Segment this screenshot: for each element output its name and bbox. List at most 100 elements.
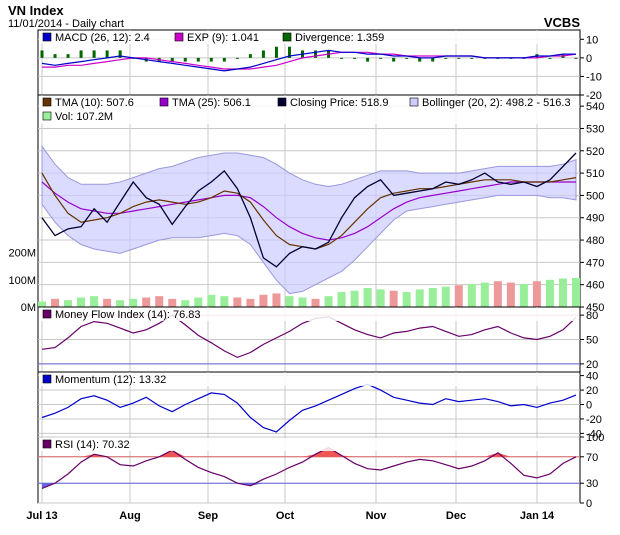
- macd-hist-bar: [353, 57, 357, 59]
- rsi-y-axis: 100 70 30 0: [580, 432, 604, 510]
- volume-bar: [116, 300, 125, 307]
- rsi-legend-swatch-0: [42, 439, 52, 449]
- price-tick-label-3: 510: [586, 168, 604, 180]
- price-tick-label-2: 520: [586, 146, 604, 158]
- x-month-label-4: Nov: [366, 510, 388, 522]
- rsi-legend-label-0: RSI (14): 70.32: [55, 439, 130, 451]
- volume-bar: [441, 286, 450, 307]
- rsi-legend-item-0: RSI (14): 70.32: [42, 439, 130, 451]
- macd-hist-bar: [105, 50, 109, 58]
- macd-hist-bar: [92, 50, 96, 58]
- volume-bar: [51, 298, 60, 307]
- volume-bar: [298, 297, 307, 307]
- x-month-label-6: Jan 14: [520, 510, 555, 522]
- macd-hist-bar: [209, 57, 213, 62]
- macd-hist-bar: [196, 57, 200, 62]
- macd-hist-bar: [40, 50, 44, 58]
- price-tick-label-1: 530: [586, 123, 604, 135]
- volume-y-axis: 200M 100M 0M: [8, 248, 36, 314]
- volume-bar: [181, 300, 190, 307]
- macd-hist-bar: [79, 50, 83, 58]
- price-tick-label-8: 460: [586, 280, 604, 292]
- price-legend-item-1: TMA (25): 506.1: [159, 97, 251, 109]
- price-legend-label-0: TMA (10): 507.6: [55, 97, 134, 109]
- volume-bar: [350, 290, 359, 307]
- price-tick-label-9: 450: [586, 302, 604, 314]
- mfi-legend-bg: [39, 308, 579, 321]
- volume-bar: [246, 298, 255, 307]
- volume-bar: [103, 298, 112, 307]
- price-legend-label-3: Bollinger (20, 2): 498.2 - 516.3: [422, 97, 571, 109]
- volume-bars: [38, 277, 580, 307]
- price-legend-swatch-0: [42, 97, 52, 107]
- macd-tick-label-3: -20: [586, 90, 602, 102]
- macd-tick-label-1: 0: [586, 53, 592, 65]
- volume-bar: [415, 289, 424, 307]
- macd-hist-bar: [235, 57, 239, 59]
- volume-bar: [402, 292, 411, 307]
- macd-legend-swatch-1: [174, 32, 184, 42]
- chart-brand: VCBS: [544, 15, 580, 30]
- price-legend-label-2: Closing Price: 518.9: [290, 97, 388, 109]
- price-panel: TMA (10): 507.6 TMA (25): 506.1 Closing …: [8, 94, 604, 314]
- volume-bar: [545, 279, 554, 307]
- volume-bar: [155, 296, 164, 307]
- volume-bar: [389, 290, 398, 307]
- volume-bar: [572, 277, 580, 307]
- chart-subtitle: 11/01/2014 - Daily chart: [8, 18, 124, 30]
- price-tick-label-5: 490: [586, 213, 604, 225]
- rsi-legend-bg: [39, 438, 579, 451]
- macd-tick-label-0: 10: [586, 34, 598, 46]
- macd-hist-bar: [366, 57, 370, 62]
- price-legend-swatch-2: [277, 97, 287, 107]
- momentum-tick-label-1: 20: [586, 385, 598, 397]
- volume-bar: [558, 278, 567, 307]
- macd-hist-bar: [548, 57, 552, 59]
- macd-hist-bar: [379, 57, 383, 59]
- volume-bar: [64, 300, 73, 307]
- macd-hist-bar: [183, 57, 187, 62]
- volume-bar: [168, 298, 177, 307]
- macd-hist-bar: [340, 57, 344, 59]
- momentum-line: [41, 383, 577, 433]
- momentum-tick-label-2: 0: [586, 400, 592, 412]
- price-legend-swatch-4: [42, 111, 52, 121]
- momentum-legend-label-0: Momentum (12): 13.32: [55, 374, 166, 386]
- volume-bar: [142, 297, 151, 307]
- rsi-tick-label-1: 70: [586, 452, 598, 464]
- mfi-legend-item-0: Money Flow Index (14): 76.83: [42, 309, 201, 321]
- momentum-tick-label-4: -40: [586, 428, 602, 440]
- mfi-legend-swatch-0: [42, 309, 52, 319]
- volume-bar: [77, 297, 86, 307]
- macd-legend-swatch-0: [42, 32, 52, 42]
- macd-legend-item-1: EXP (9): 1.041: [174, 32, 259, 44]
- volume-bar: [363, 288, 372, 307]
- macd-legend-label-2: Divergence: 1.359: [295, 32, 384, 44]
- price-tick-label-0: 540: [586, 101, 604, 113]
- momentum-tick-label-0: 40: [586, 371, 598, 383]
- volume-bar: [285, 296, 294, 307]
- x-month-label-0: Jul 13: [26, 510, 57, 522]
- volume-bar: [38, 301, 46, 307]
- volume-tick-label-0: 200M: [8, 248, 36, 260]
- volume-bar: [129, 298, 138, 307]
- macd-hist-bar: [392, 57, 396, 62]
- volume-bar: [493, 281, 502, 307]
- volume-bar: [233, 297, 242, 307]
- price-tick-label-4: 500: [586, 190, 604, 202]
- closing-price-line: [41, 152, 577, 268]
- macd-hist-bar: [287, 46, 291, 58]
- volume-bar: [324, 296, 333, 307]
- price-tick-label-7: 470: [586, 257, 604, 269]
- price-legend-swatch-1: [159, 97, 169, 107]
- volume-tick-label-2: 0M: [21, 302, 36, 314]
- x-axis: Jul 13 Aug Sep Oct Nov Dec Jan 14: [26, 510, 555, 522]
- price-legend-label-4: Vol: 107.2M: [55, 111, 113, 123]
- mfi-tick-label-2: 20: [586, 359, 598, 371]
- chart-title: VN Index: [8, 3, 64, 18]
- macd-hist-bar: [170, 57, 174, 62]
- volume-bar: [337, 292, 346, 307]
- macd-hist-bar: [53, 54, 57, 58]
- macd-hist-bar: [222, 57, 226, 62]
